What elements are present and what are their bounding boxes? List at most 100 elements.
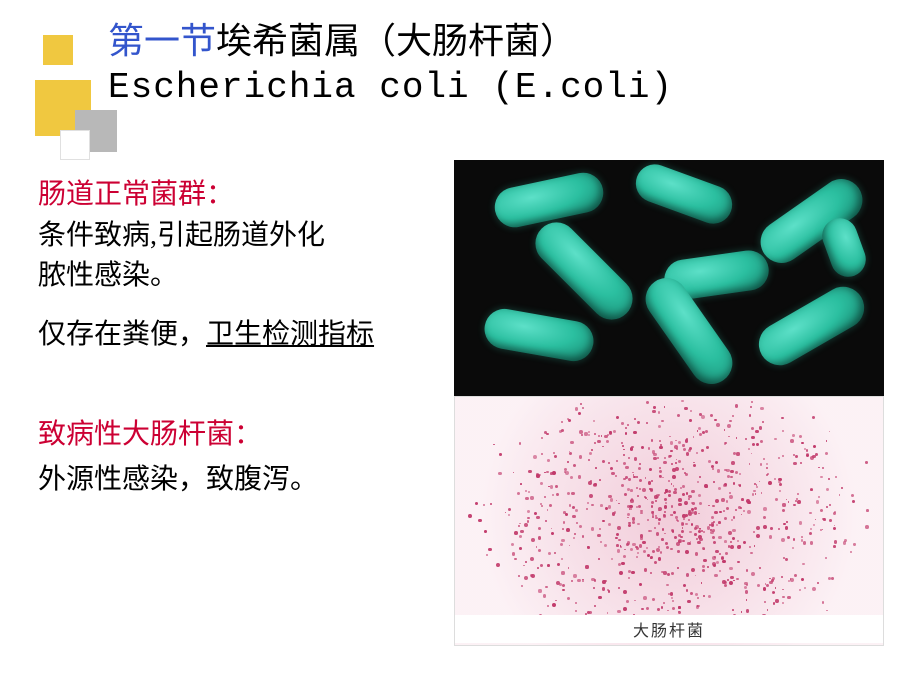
stain-dot	[671, 597, 673, 599]
stain-dot	[756, 443, 759, 446]
stain-dot	[674, 536, 677, 539]
stain-dot	[865, 461, 868, 464]
stain-dot	[573, 537, 575, 539]
stain-dot	[723, 484, 727, 488]
stain-dot	[810, 528, 812, 530]
stain-dot	[728, 531, 732, 535]
stain-dot	[664, 498, 667, 501]
bacterium-shape	[751, 279, 872, 373]
stain-dot	[663, 602, 665, 604]
stain-dot	[749, 546, 751, 548]
stain-dot	[774, 438, 776, 440]
stain-dot	[616, 416, 619, 419]
stain-dot	[582, 535, 584, 537]
stain-dot	[639, 544, 643, 548]
stain-dot	[825, 452, 828, 455]
stain-dot	[723, 510, 725, 512]
stain-dot	[797, 493, 799, 495]
stain-dot	[673, 491, 677, 495]
stain-dot	[512, 552, 516, 556]
stain-dot	[722, 580, 726, 584]
stain-dot	[659, 470, 662, 473]
stain-dot	[689, 419, 692, 422]
stain-dot	[550, 472, 553, 475]
stain-dot	[684, 407, 688, 411]
stain-dot	[752, 493, 754, 495]
stain-dot	[585, 565, 588, 568]
stain-dot	[826, 488, 829, 491]
paragraph-feces-note: 仅存在粪便，卫生检测指标	[38, 315, 458, 356]
stain-dot	[618, 587, 621, 590]
stain-dot	[594, 433, 596, 435]
stain-dot	[562, 528, 564, 530]
stain-dot	[575, 509, 578, 512]
stain-dot	[787, 596, 791, 600]
stain-dot	[662, 477, 664, 479]
stain-dot	[677, 550, 680, 553]
stain-dot	[788, 580, 790, 582]
stain-dot	[643, 596, 647, 600]
stain-dot	[833, 527, 836, 530]
stain-dot	[579, 430, 583, 434]
stain-dot	[810, 488, 813, 491]
bacterium-shape	[527, 214, 642, 329]
stain-dot	[561, 421, 563, 423]
stain-dot	[730, 576, 733, 579]
stain-dot	[751, 572, 755, 576]
stain-dot	[749, 414, 751, 416]
stain-dot	[653, 453, 657, 457]
stain-dot	[694, 533, 697, 536]
stain-dot	[729, 495, 733, 499]
stain-dot	[632, 521, 635, 524]
stain-dot	[797, 500, 801, 504]
stain-dot	[626, 600, 629, 603]
stain-dot	[530, 496, 533, 499]
stain-dot	[825, 557, 827, 559]
stain-dot	[484, 530, 487, 533]
stain-dot	[664, 505, 667, 508]
stain-dot	[702, 569, 705, 572]
stain-dot	[691, 490, 694, 493]
stain-dot	[531, 574, 535, 578]
stain-dot	[799, 589, 801, 591]
decor-square-white	[60, 130, 90, 160]
stain-dot	[616, 544, 619, 547]
decor-square-small	[43, 35, 73, 65]
stain-dot	[574, 533, 576, 535]
stain-dot	[851, 494, 854, 497]
section-number: 第一节	[108, 21, 216, 61]
stain-dot	[661, 538, 664, 541]
stain-dot	[597, 534, 601, 538]
stain-dot	[520, 530, 524, 534]
desc-line2: 脓性感染。	[38, 260, 178, 291]
stain-dot	[663, 514, 665, 516]
stain-dot	[756, 526, 760, 530]
stain-dot	[667, 573, 670, 576]
stain-dot	[625, 466, 629, 470]
stain-dot	[663, 461, 667, 465]
stain-dot	[674, 445, 678, 449]
bacterium-shape	[491, 169, 607, 231]
stain-dot	[726, 500, 728, 502]
stain-dot	[631, 571, 635, 575]
stain-dot	[675, 516, 677, 518]
stain-dot	[593, 587, 595, 589]
stain-dot	[828, 478, 830, 480]
stain-dot	[711, 522, 715, 526]
stain-dot	[659, 446, 662, 449]
stain-dot	[514, 531, 518, 535]
stain-dot	[486, 554, 488, 556]
stain-dot	[559, 583, 562, 586]
stain-dot	[671, 529, 674, 532]
stain-dot	[548, 552, 551, 555]
stain-dot	[721, 498, 725, 502]
stain-dot	[820, 529, 822, 531]
stain-dot	[661, 420, 664, 423]
stain-dot	[531, 538, 535, 542]
stain-dot	[541, 505, 543, 507]
stain-dot	[682, 540, 685, 543]
stain-dot	[686, 492, 689, 495]
stain-dot	[844, 539, 847, 542]
stain-dot	[572, 515, 576, 519]
stain-dot	[634, 600, 636, 602]
